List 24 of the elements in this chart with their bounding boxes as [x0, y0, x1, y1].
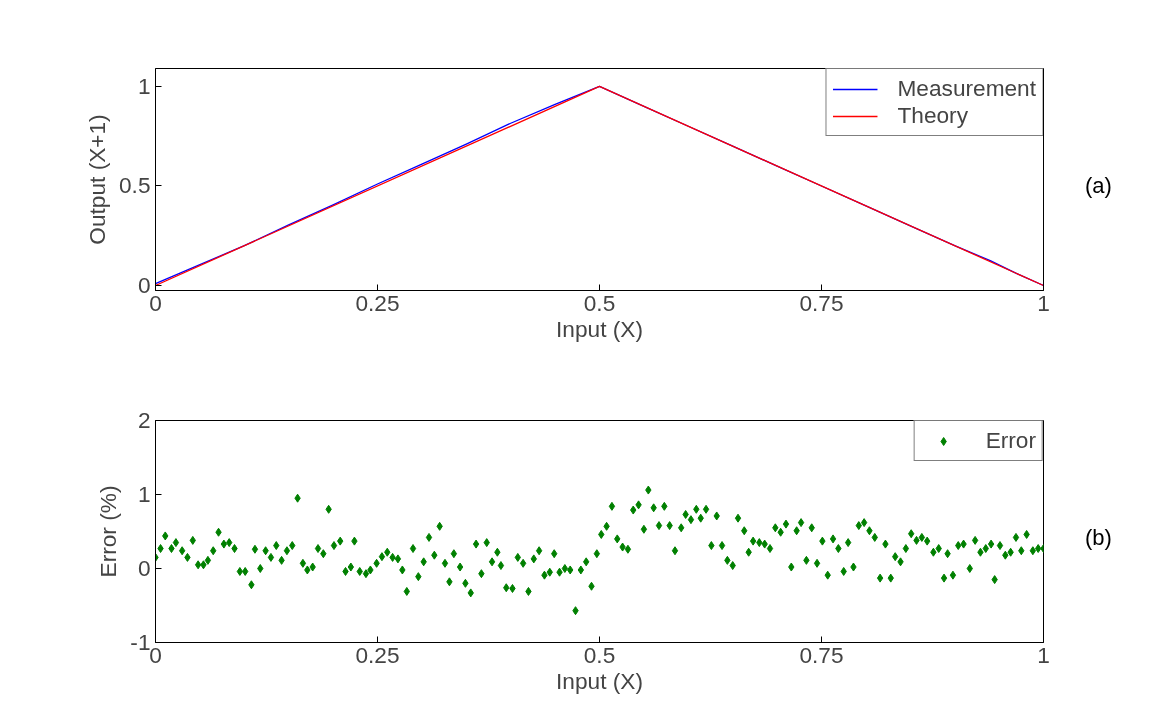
legend-label: Theory [897, 102, 968, 129]
x-tick-label: 0.75 [799, 289, 844, 316]
x-tick-label: 0.25 [355, 289, 400, 316]
text: (a) [1085, 172, 1112, 200]
y-axis-title: Error (%) [95, 485, 122, 578]
y-tick-label: 0 [137, 555, 151, 581]
x-tick-label: 1 [1037, 289, 1050, 316]
y-tick-label: 0 [137, 272, 151, 299]
y-tick-label: -1 [130, 629, 151, 655]
x-axis-title: Input (X) [556, 315, 643, 342]
y-axis-title: Output (X+1) [84, 114, 110, 245]
x-tick-label: 0.25 [355, 641, 400, 668]
text: (b) [1085, 524, 1112, 552]
x-tick-label: 1 [1037, 641, 1050, 668]
x-tick-label: 0.75 [799, 641, 844, 668]
x-tick-label: 0.5 [583, 289, 616, 316]
y-tick-label: 1 [137, 72, 151, 99]
legend-label: Measurement [897, 75, 1036, 102]
x-axis-title: Input (X) [556, 667, 643, 694]
legend-label: Error [985, 427, 1036, 454]
y-tick-label: 1 [137, 481, 151, 507]
y-tick-label: 0.5 [119, 172, 151, 199]
y-tick-label: 2 [137, 407, 151, 433]
x-tick-label: 0.5 [583, 641, 616, 668]
